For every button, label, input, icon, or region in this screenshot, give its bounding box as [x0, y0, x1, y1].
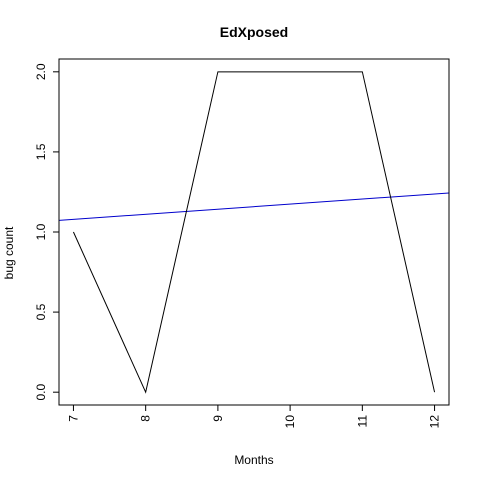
y-axis-label: bug count — [2, 226, 16, 279]
x-axis: 7 8 9 10 11 12 — [66, 405, 442, 429]
chart-title: EdXposed — [220, 24, 288, 40]
x-tick-label: 8 — [139, 415, 153, 422]
y-tick-label: 1.0 — [34, 223, 48, 240]
trend-line — [59, 192, 449, 221]
x-tick-label: 11 — [355, 415, 369, 428]
x-tick-label: 10 — [283, 415, 297, 429]
plot-frame — [58, 58, 450, 406]
bug-count-line — [72, 71, 436, 394]
x-axis-label: Months — [234, 453, 273, 467]
plot-area — [59, 71, 449, 394]
y-tick-label: 1.5 — [34, 143, 48, 160]
x-tick-label: 7 — [66, 415, 80, 422]
x-tick-label: 9 — [211, 415, 225, 422]
y-tick-label: 0.5 — [34, 303, 48, 320]
y-axis: 0.0 0.5 1.0 1.5 2.0 — [34, 63, 59, 401]
y-tick-label: 2.0 — [34, 63, 48, 80]
y-tick-label: 0.0 — [34, 384, 48, 401]
x-tick-label: 12 — [428, 415, 442, 429]
